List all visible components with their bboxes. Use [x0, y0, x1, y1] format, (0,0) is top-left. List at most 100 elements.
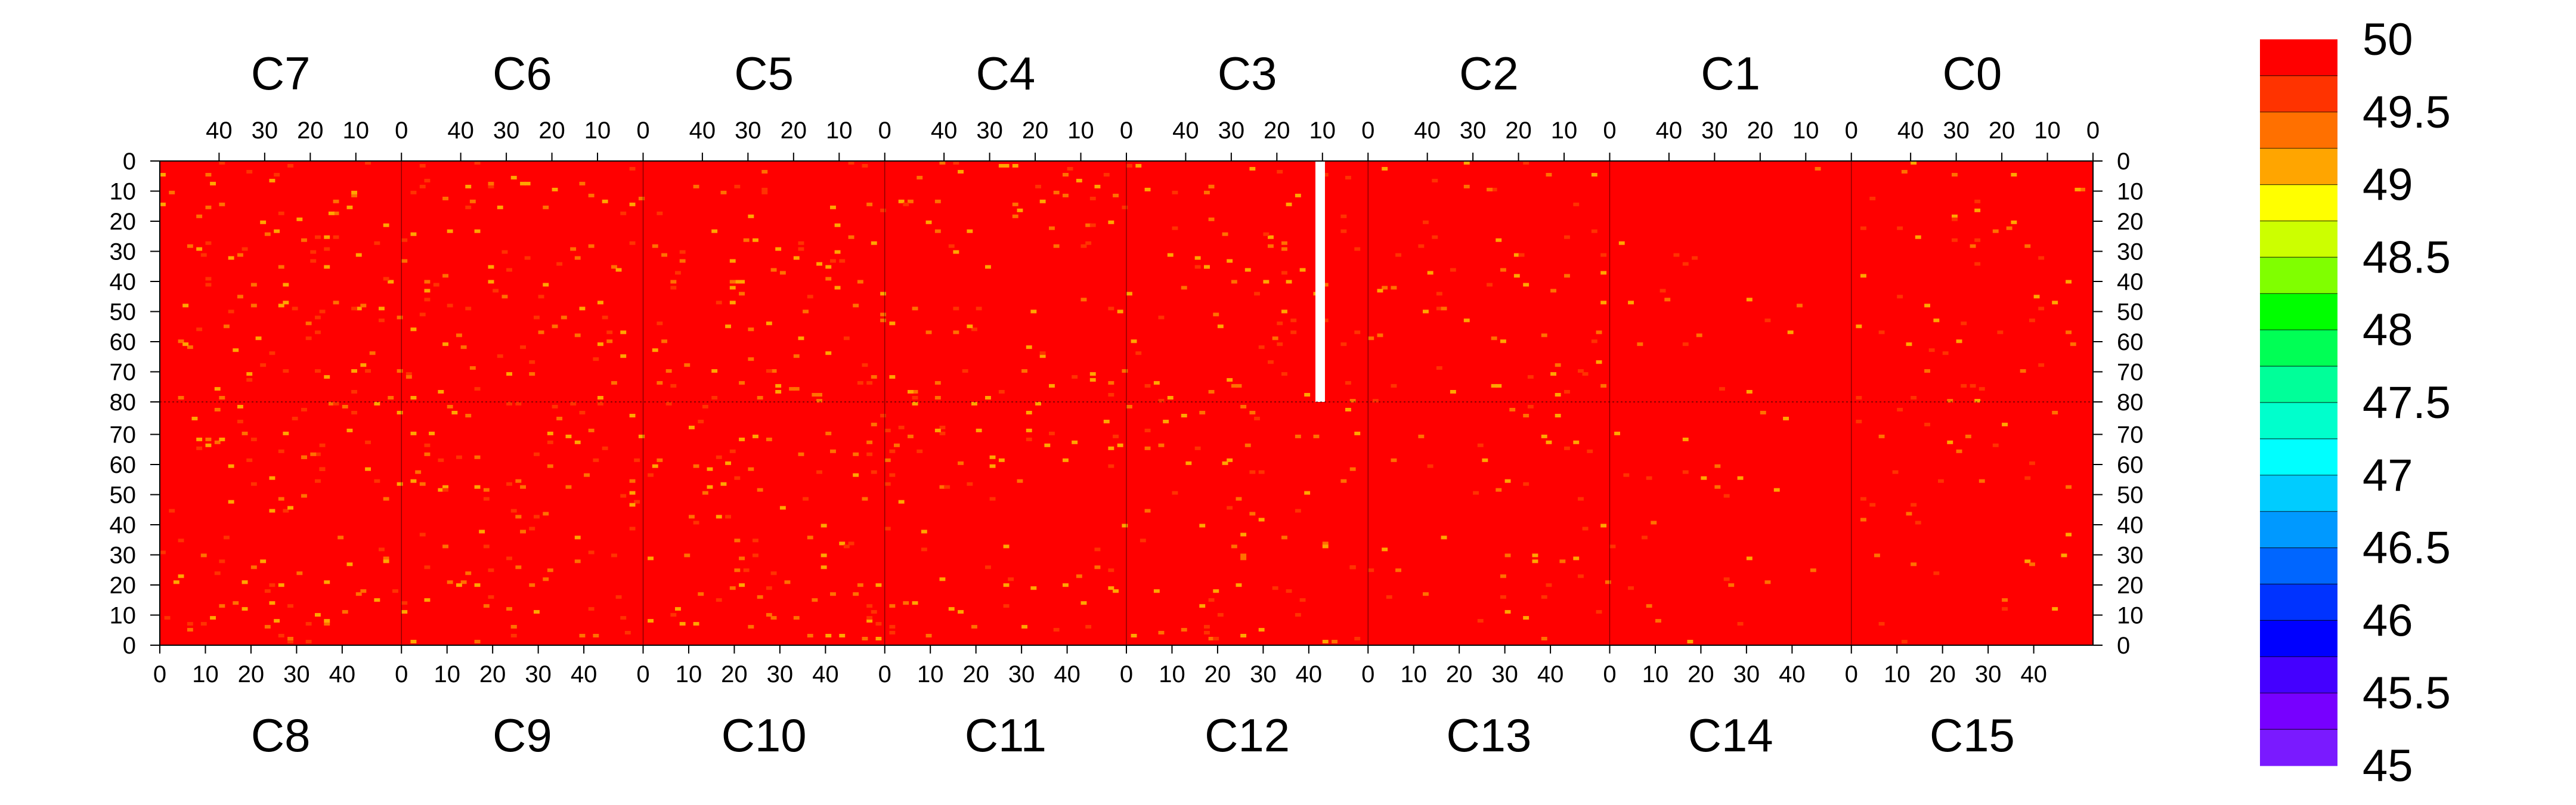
- hot-pixel: [1418, 434, 1425, 438]
- hot-pixel: [228, 309, 234, 314]
- hot-pixel: [2024, 559, 2031, 564]
- hot-pixel: [880, 414, 886, 417]
- hot-pixel: [515, 479, 522, 483]
- hot-pixel: [720, 482, 727, 486]
- hot-pixel: [506, 556, 512, 561]
- hot-pixel: [305, 640, 312, 643]
- hot-pixel: [1441, 306, 1447, 311]
- hot-pixel: [2024, 476, 2031, 480]
- hot-pixel: [1737, 476, 1744, 480]
- hot-pixel: [848, 161, 854, 165]
- hot-pixel: [1153, 589, 1160, 593]
- chip-label-top: C4: [976, 47, 1036, 100]
- hot-pixel: [543, 283, 549, 287]
- hot-pixel: [1049, 226, 1055, 230]
- hot-pixel: [1345, 381, 1351, 385]
- hot-pixel: [1974, 199, 1981, 203]
- hot-pixel: [1021, 625, 1027, 629]
- hot-pixel: [1477, 443, 1484, 447]
- hot-pixel: [1970, 384, 1976, 388]
- y-tick-label-right: 50: [2117, 299, 2144, 326]
- hot-pixel: [283, 431, 289, 435]
- hot-pixel: [689, 425, 695, 429]
- hot-pixel: [739, 292, 745, 296]
- hot-pixel: [1089, 372, 1096, 376]
- hot-pixel: [821, 565, 827, 569]
- hot-pixel: [383, 223, 389, 227]
- hot-pixel: [770, 268, 777, 272]
- hot-pixel: [1053, 190, 1060, 194]
- hot-pixel: [889, 604, 896, 608]
- hot-pixel: [789, 387, 795, 391]
- hot-pixel: [1974, 238, 1981, 242]
- hot-pixel: [1473, 491, 1479, 495]
- hot-pixel: [862, 497, 868, 501]
- hot-pixel: [1349, 399, 1356, 402]
- hot-pixel: [958, 170, 964, 174]
- hot-pixel: [1227, 378, 1233, 382]
- hot-pixel: [1322, 544, 1329, 549]
- hot-pixel: [2061, 553, 2067, 558]
- colorbar-tick-label: 49: [2363, 160, 2413, 210]
- hot-pixel: [1268, 244, 1274, 248]
- hot-pixel: [1897, 226, 1903, 230]
- hot-pixel: [1249, 411, 1256, 414]
- hot-pixel: [761, 190, 768, 194]
- hot-pixel: [1974, 262, 1981, 266]
- hot-pixel: [379, 547, 385, 552]
- x-tick-label-bottom: 30: [767, 661, 794, 688]
- x-tick-label-bottom: 10: [192, 661, 219, 688]
- x-tick-label-top: 20: [538, 117, 565, 144]
- hot-pixel: [1564, 390, 1570, 394]
- hot-pixel: [1281, 372, 1287, 376]
- hot-pixel: [483, 497, 490, 501]
- hot-pixel: [1286, 202, 1292, 206]
- hot-pixel: [160, 173, 166, 177]
- hot-pixel: [2029, 461, 2035, 465]
- hot-pixel: [424, 565, 431, 569]
- hot-pixel: [1555, 414, 1561, 417]
- colorbar-tick-label: 50: [2363, 14, 2413, 65]
- hot-pixel: [1591, 339, 1597, 343]
- hot-pixel: [214, 408, 221, 411]
- hot-pixel: [1012, 164, 1018, 168]
- hot-pixel: [1906, 512, 1912, 516]
- hot-pixel: [807, 295, 813, 299]
- y-tick-label-right: 30: [2117, 543, 2144, 569]
- hot-pixel: [962, 369, 968, 373]
- hot-pixel: [278, 211, 284, 215]
- hot-pixel: [515, 565, 522, 569]
- hot-pixel: [793, 387, 800, 391]
- hot-pixel: [1500, 268, 1506, 272]
- hot-pixel: [739, 381, 745, 385]
- hot-pixel: [803, 497, 809, 501]
- hot-pixel: [196, 437, 203, 441]
- hot-pixel: [1217, 324, 1224, 329]
- hot-pixel: [652, 348, 658, 352]
- hot-pixel: [510, 509, 517, 513]
- hot-pixel: [1714, 464, 1721, 468]
- hot-pixel: [287, 164, 293, 168]
- hot-pixel: [1723, 494, 1730, 498]
- hot-pixel: [1432, 235, 1438, 239]
- x-tick-label-top: 30: [252, 117, 278, 144]
- hot-pixel: [1386, 595, 1392, 599]
- hot-pixel: [1856, 396, 1862, 400]
- hot-pixel: [739, 583, 745, 587]
- x-tick-label-top: 20: [1747, 117, 1774, 144]
- hot-pixel: [1500, 595, 1506, 599]
- hot-pixel: [967, 324, 973, 329]
- hot-pixel: [716, 455, 722, 459]
- hot-pixel: [274, 173, 280, 177]
- x-tick-label-bottom: 30: [525, 661, 552, 688]
- hot-pixel: [501, 295, 508, 299]
- x-tick-label-bottom: 0: [1120, 661, 1133, 688]
- chip-label-top: C6: [493, 47, 552, 100]
- hot-pixel: [1295, 613, 1301, 617]
- hot-pixel: [834, 250, 841, 254]
- hot-pixel: [871, 241, 877, 245]
- hot-pixel: [1108, 220, 1114, 224]
- hot-pixel: [967, 229, 973, 233]
- hot-pixel: [1295, 193, 1301, 197]
- hot-pixel: [351, 193, 357, 197]
